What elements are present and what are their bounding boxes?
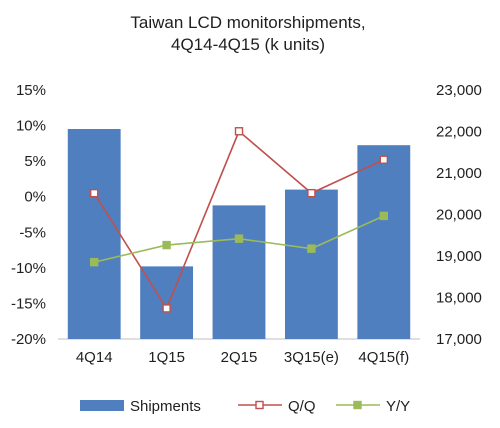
x-category-label: 1Q15 bbox=[148, 349, 185, 366]
y-right-tick-label: 19,000 bbox=[436, 248, 482, 265]
shipments-bar bbox=[284, 189, 338, 339]
y-left-tick-label: -5% bbox=[19, 224, 46, 241]
qq-point bbox=[89, 188, 99, 198]
x-category-label: 3Q15(e) bbox=[284, 349, 339, 366]
legend-marker-qq bbox=[255, 400, 264, 410]
y-left-tick-label: 10% bbox=[16, 118, 46, 135]
legend-marker-yy bbox=[353, 400, 362, 410]
qq-point bbox=[379, 155, 388, 164]
yy-point bbox=[379, 211, 388, 221]
yy-point bbox=[162, 240, 171, 250]
chart-title-line-1: Taiwan LCD monitorshipments, bbox=[130, 13, 365, 32]
legend-swatch-shipments bbox=[80, 400, 124, 411]
yy-point bbox=[89, 257, 99, 267]
y-right-tick-label: 18,000 bbox=[436, 290, 482, 307]
x-category-label: 4Q15(f) bbox=[358, 349, 409, 366]
y-right-tick-label: 21,000 bbox=[436, 165, 482, 182]
x-category-label: 2Q15 bbox=[221, 349, 258, 366]
y-right-tick-label: 22,000 bbox=[436, 124, 482, 141]
legend-label-shipments: Shipments bbox=[130, 398, 201, 415]
shipments-bar bbox=[212, 205, 266, 339]
y-left-tick-label: 0% bbox=[24, 189, 46, 206]
y-left-tick-label: -15% bbox=[11, 295, 46, 312]
qq-point bbox=[162, 304, 171, 313]
yy-point bbox=[234, 234, 244, 243]
y-left-tick-label: 15% bbox=[16, 82, 46, 99]
y-right-tick-label: 20,000 bbox=[436, 207, 482, 224]
yy-point bbox=[307, 244, 316, 253]
y-right-tick-label: 23,000 bbox=[436, 82, 482, 99]
chart-title-line-2: 4Q14-4Q15 (k units) bbox=[171, 35, 325, 54]
x-category-label: 4Q14 bbox=[76, 349, 113, 366]
qq-point bbox=[307, 188, 316, 198]
y-right-tick-label: 17,000 bbox=[436, 331, 482, 348]
legend-label-yy: Y/Y bbox=[386, 398, 410, 415]
shipments-bar bbox=[140, 266, 194, 339]
legend-label-qq: Q/Q bbox=[288, 398, 316, 415]
qq-point bbox=[234, 127, 244, 136]
y-left-tick-label: -10% bbox=[11, 260, 46, 277]
y-left-tick-label: -20% bbox=[11, 331, 46, 348]
y-left-tick-label: 5% bbox=[24, 153, 46, 170]
shipments-bar bbox=[67, 129, 121, 339]
shipments-bar bbox=[357, 145, 411, 339]
